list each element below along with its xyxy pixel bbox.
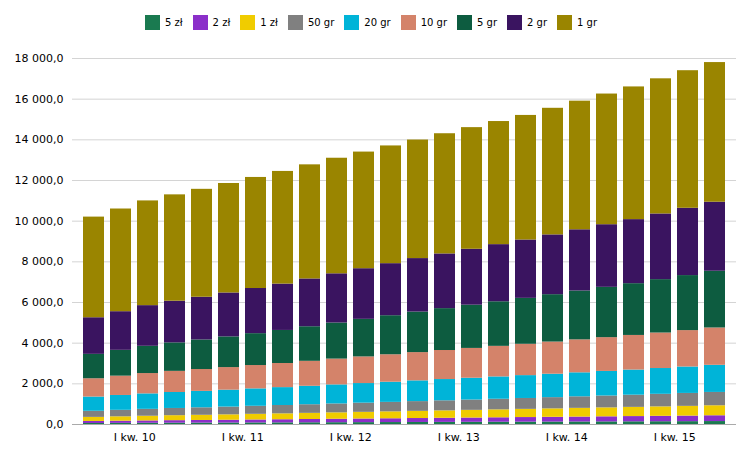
svg-text:I kw. 15: I kw. 15: [654, 431, 696, 444]
html-text:5 gr: 5 gr: [477, 17, 497, 28]
html-text:5 zł: 5 zł: [165, 17, 183, 28]
svg-text:16 000,0: 16 000,0: [15, 93, 64, 106]
html-text:20 gr: 20 gr: [364, 17, 391, 28]
html-text:1 gr: 1 gr: [577, 17, 597, 28]
svg-text:I kw. 12: I kw. 12: [330, 431, 372, 444]
svg-text:18 000,0: 18 000,0: [15, 52, 64, 65]
svg-text:I kw. 11: I kw. 11: [222, 431, 264, 444]
html-text:1 zł: 1 zł: [260, 17, 278, 28]
html-text:10 gr: 10 gr: [420, 17, 447, 28]
svg-text:8 000,0: 8 000,0: [22, 255, 64, 268]
svg-text:6 000,0: 6 000,0: [22, 296, 64, 309]
svg-text:I kw. 14: I kw. 14: [546, 431, 588, 444]
svg-text:0,0: 0,0: [46, 418, 64, 431]
html-text:2 zł: 2 zł: [212, 17, 231, 28]
svg-text:I kw. 13: I kw. 13: [438, 431, 480, 444]
svg-text:I kw. 10: I kw. 10: [114, 431, 156, 444]
svg-text:2 000,0: 2 000,0: [22, 377, 64, 390]
svg-text:10 000,0: 10 000,0: [15, 215, 64, 228]
svg-text:4 000,0: 4 000,0: [22, 337, 64, 350]
svg-text:12 000,0: 12 000,0: [15, 174, 64, 187]
html-text:2 gr: 2 gr: [527, 17, 547, 28]
html-text:50 gr: 50 gr: [307, 17, 335, 28]
svg-text:14 000,0: 14 000,0: [15, 133, 64, 146]
